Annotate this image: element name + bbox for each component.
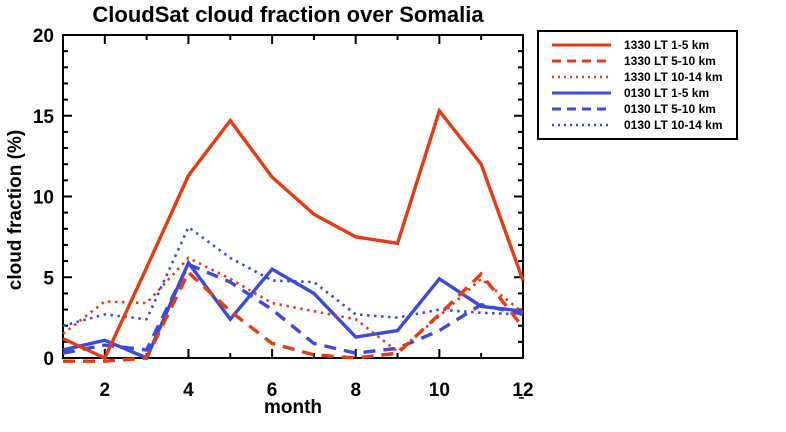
legend-line-sample-solid [552,43,611,47]
series-line-1330-lt-10-14-km [62,256,524,354]
legend-entry-0130-lt-10-14-km: 0130 LT 10-14 km [539,117,736,133]
y-tick-label: 20 [33,26,54,47]
legend-label: 0130 LT 1-5 km [624,86,710,100]
y-tick-label: 15 [33,107,55,128]
legend-line-sample-dashed [552,59,611,63]
legend-line-sample-dotted [552,123,611,127]
series-line-1330-lt-1-5-km [62,107,525,361]
legend-entry-1330-lt-1-5-km: 1330 LT 1-5 km [539,37,736,53]
legend-label: 1330 LT 1-5 km [624,38,710,52]
stray-mark [519,397,524,399]
axis-ticks [62,34,524,359]
y-tick-label: 5 [43,268,54,289]
x-tick-label: 8 [350,380,361,401]
chart-title: CloudSat cloud fraction over Somalia [92,2,484,27]
series-line-0130-lt-10-14-km [62,225,524,327]
x-tick-label: 10 [429,380,450,401]
series-line-0130-lt-5-10-km [62,262,524,355]
x-tick-label: 12 [512,380,533,401]
legend-line-sample-dashed [552,107,611,111]
y-tick-label: 0 [43,349,54,370]
y-tick-label: 10 [33,188,54,209]
y-axis-label: cloud fraction (%) [5,129,26,291]
legend-entry-0130-lt-1-5-km: 0130 LT 1-5 km [539,85,736,101]
legend-label: 1330 LT 5-10 km [624,54,716,68]
legend-entry-1330-lt-10-14-km: 1330 LT 10-14 km [539,69,736,85]
legend-label: 0130 LT 5-10 km [624,102,716,116]
legend-line-sample-solid [552,91,611,95]
x-tick-label: 6 [267,380,278,401]
x-tick-label: 2 [100,380,111,401]
legend-entry-0130-lt-5-10-km: 0130 LT 5-10 km [539,101,736,117]
series-line-1330-lt-5-10-km [63,269,525,363]
legend-label: 0130 LT 10-14 km [624,118,723,132]
x-tick-label: 4 [183,380,194,401]
legend-line-sample-dotted [552,75,611,79]
x-axis-label: month [263,397,323,418]
legend-label: 1330 LT 10-14 km [624,70,723,84]
legend-entry-1330-lt-5-10-km: 1330 LT 5-10 km [539,53,736,69]
series-line-0130-lt-1-5-km [62,259,524,361]
legend: 1330 LT 1-5 km 1330 LT 5-10 km 1330 LT 10-… [537,30,738,140]
